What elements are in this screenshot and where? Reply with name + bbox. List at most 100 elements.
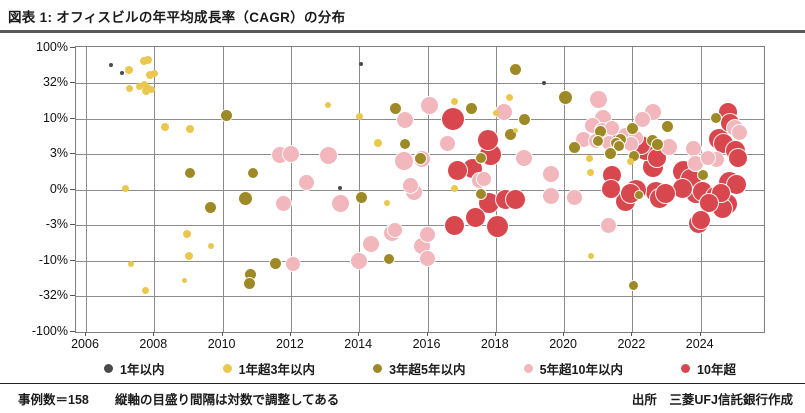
data-point [204,201,216,213]
data-point [605,121,620,136]
data-point [299,174,315,190]
legend-item: 3年超5年以内 [373,359,466,378]
data-point [439,135,455,151]
x-tick-mark [699,332,701,336]
data-point [221,110,233,122]
data-point [394,152,413,171]
data-point [727,175,747,195]
data-point [475,152,486,163]
gridline-vertical [495,47,497,332]
data-point [420,96,438,114]
gridline-vertical [359,47,361,332]
y-tick-mark [70,330,75,332]
data-point [141,287,149,295]
y-tick-mark [70,295,75,296]
data-point [568,142,580,154]
data-point [399,139,410,150]
data-point [691,211,710,230]
data-point [383,253,394,264]
x-tick-mark [85,332,86,336]
legend-label: 1年以内 [120,363,165,377]
y-tick-label: 10% [42,110,68,125]
x-tick-mark [426,332,428,336]
legend-label: 1年超3年以内 [238,363,315,377]
data-point [403,178,419,194]
data-point [634,191,643,200]
legend-label: 3年超5年以内 [389,363,466,377]
data-point [504,129,516,141]
data-point [319,146,337,164]
case-count-label: 事例数＝158 [18,393,89,407]
data-point [363,236,380,253]
title-underline [0,30,805,33]
data-point [493,109,500,116]
data-point [128,260,135,267]
data-point [732,125,748,141]
y-tick-label: -32% [38,288,68,302]
data-point [420,251,435,267]
legend-item: 5年超10年以内 [523,359,623,378]
data-point [119,71,124,76]
data-point [477,171,492,186]
data-point [629,151,640,162]
data-point [125,66,134,75]
gridline-horizontal [76,225,764,226]
data-point [282,146,299,162]
data-point [587,253,594,260]
y-tick-label: 100% [36,39,68,54]
gridline-vertical [564,47,566,332]
y-tick-label: -100% [31,323,68,338]
data-point [358,61,363,66]
data-point [585,155,593,163]
x-tick-mark [221,332,223,336]
data-point [185,125,194,134]
data-point [518,113,530,125]
data-point [710,112,721,123]
legend-item: 10年超 [681,359,736,378]
data-point [506,190,526,210]
data-point [121,184,129,192]
data-point [207,242,214,249]
data-point [542,166,559,183]
footer-divider [0,383,805,384]
x-tick-label: 2012 [275,337,304,351]
data-point [615,134,627,146]
data-point [729,148,748,167]
x-tick-label: 2022 [617,337,646,351]
data-point [247,167,258,178]
y-tick-mark [70,259,75,261]
data-point [150,69,158,77]
data-point [634,112,650,128]
data-point [595,125,607,137]
data-point [601,179,620,198]
gridline-horizontal [76,118,764,120]
y-tick-mark [70,224,75,225]
data-point [510,63,522,75]
data-point [442,108,465,131]
gridline-vertical [222,47,224,332]
data-point [450,184,458,192]
legend-item: 1年以内 [104,359,165,378]
data-point [181,278,187,284]
y-tick-mark [70,46,75,48]
legend-label: 10年超 [697,363,736,377]
data-point [603,166,622,185]
data-point [448,161,468,181]
gridline-vertical [86,47,87,332]
data-point [108,63,113,67]
legend-marker-icon [523,364,533,373]
x-tick-label: 2018 [480,337,509,351]
data-point [516,149,533,166]
x-tick-label: 2024 [685,337,714,351]
data-point [605,147,617,159]
data-point [145,71,154,80]
y-tick-label: 32% [42,75,68,89]
legend-marker-icon [681,364,691,373]
y-tick-label: 3% [49,146,68,160]
data-point [351,253,368,270]
data-point [589,91,607,109]
data-point [183,230,192,239]
data-point [135,82,143,90]
data-point [648,148,667,167]
